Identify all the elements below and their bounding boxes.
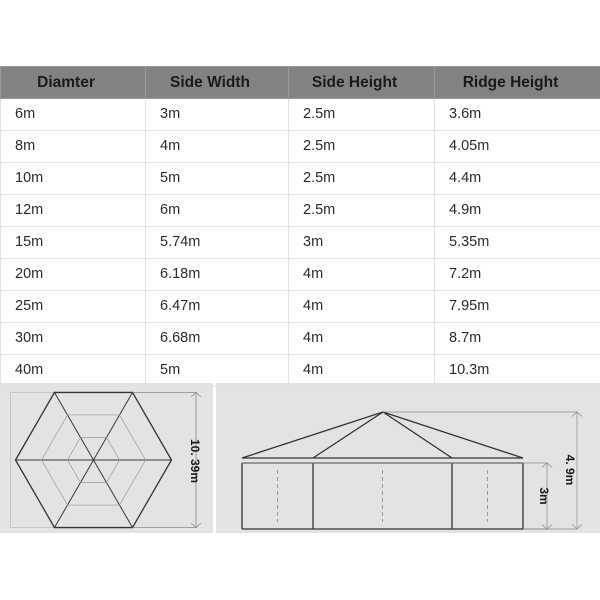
- svg-text:10. 39m: 10. 39m: [188, 439, 202, 483]
- svg-text:3m: 3m: [537, 487, 551, 504]
- svg-text:4. 9m: 4. 9m: [563, 455, 577, 486]
